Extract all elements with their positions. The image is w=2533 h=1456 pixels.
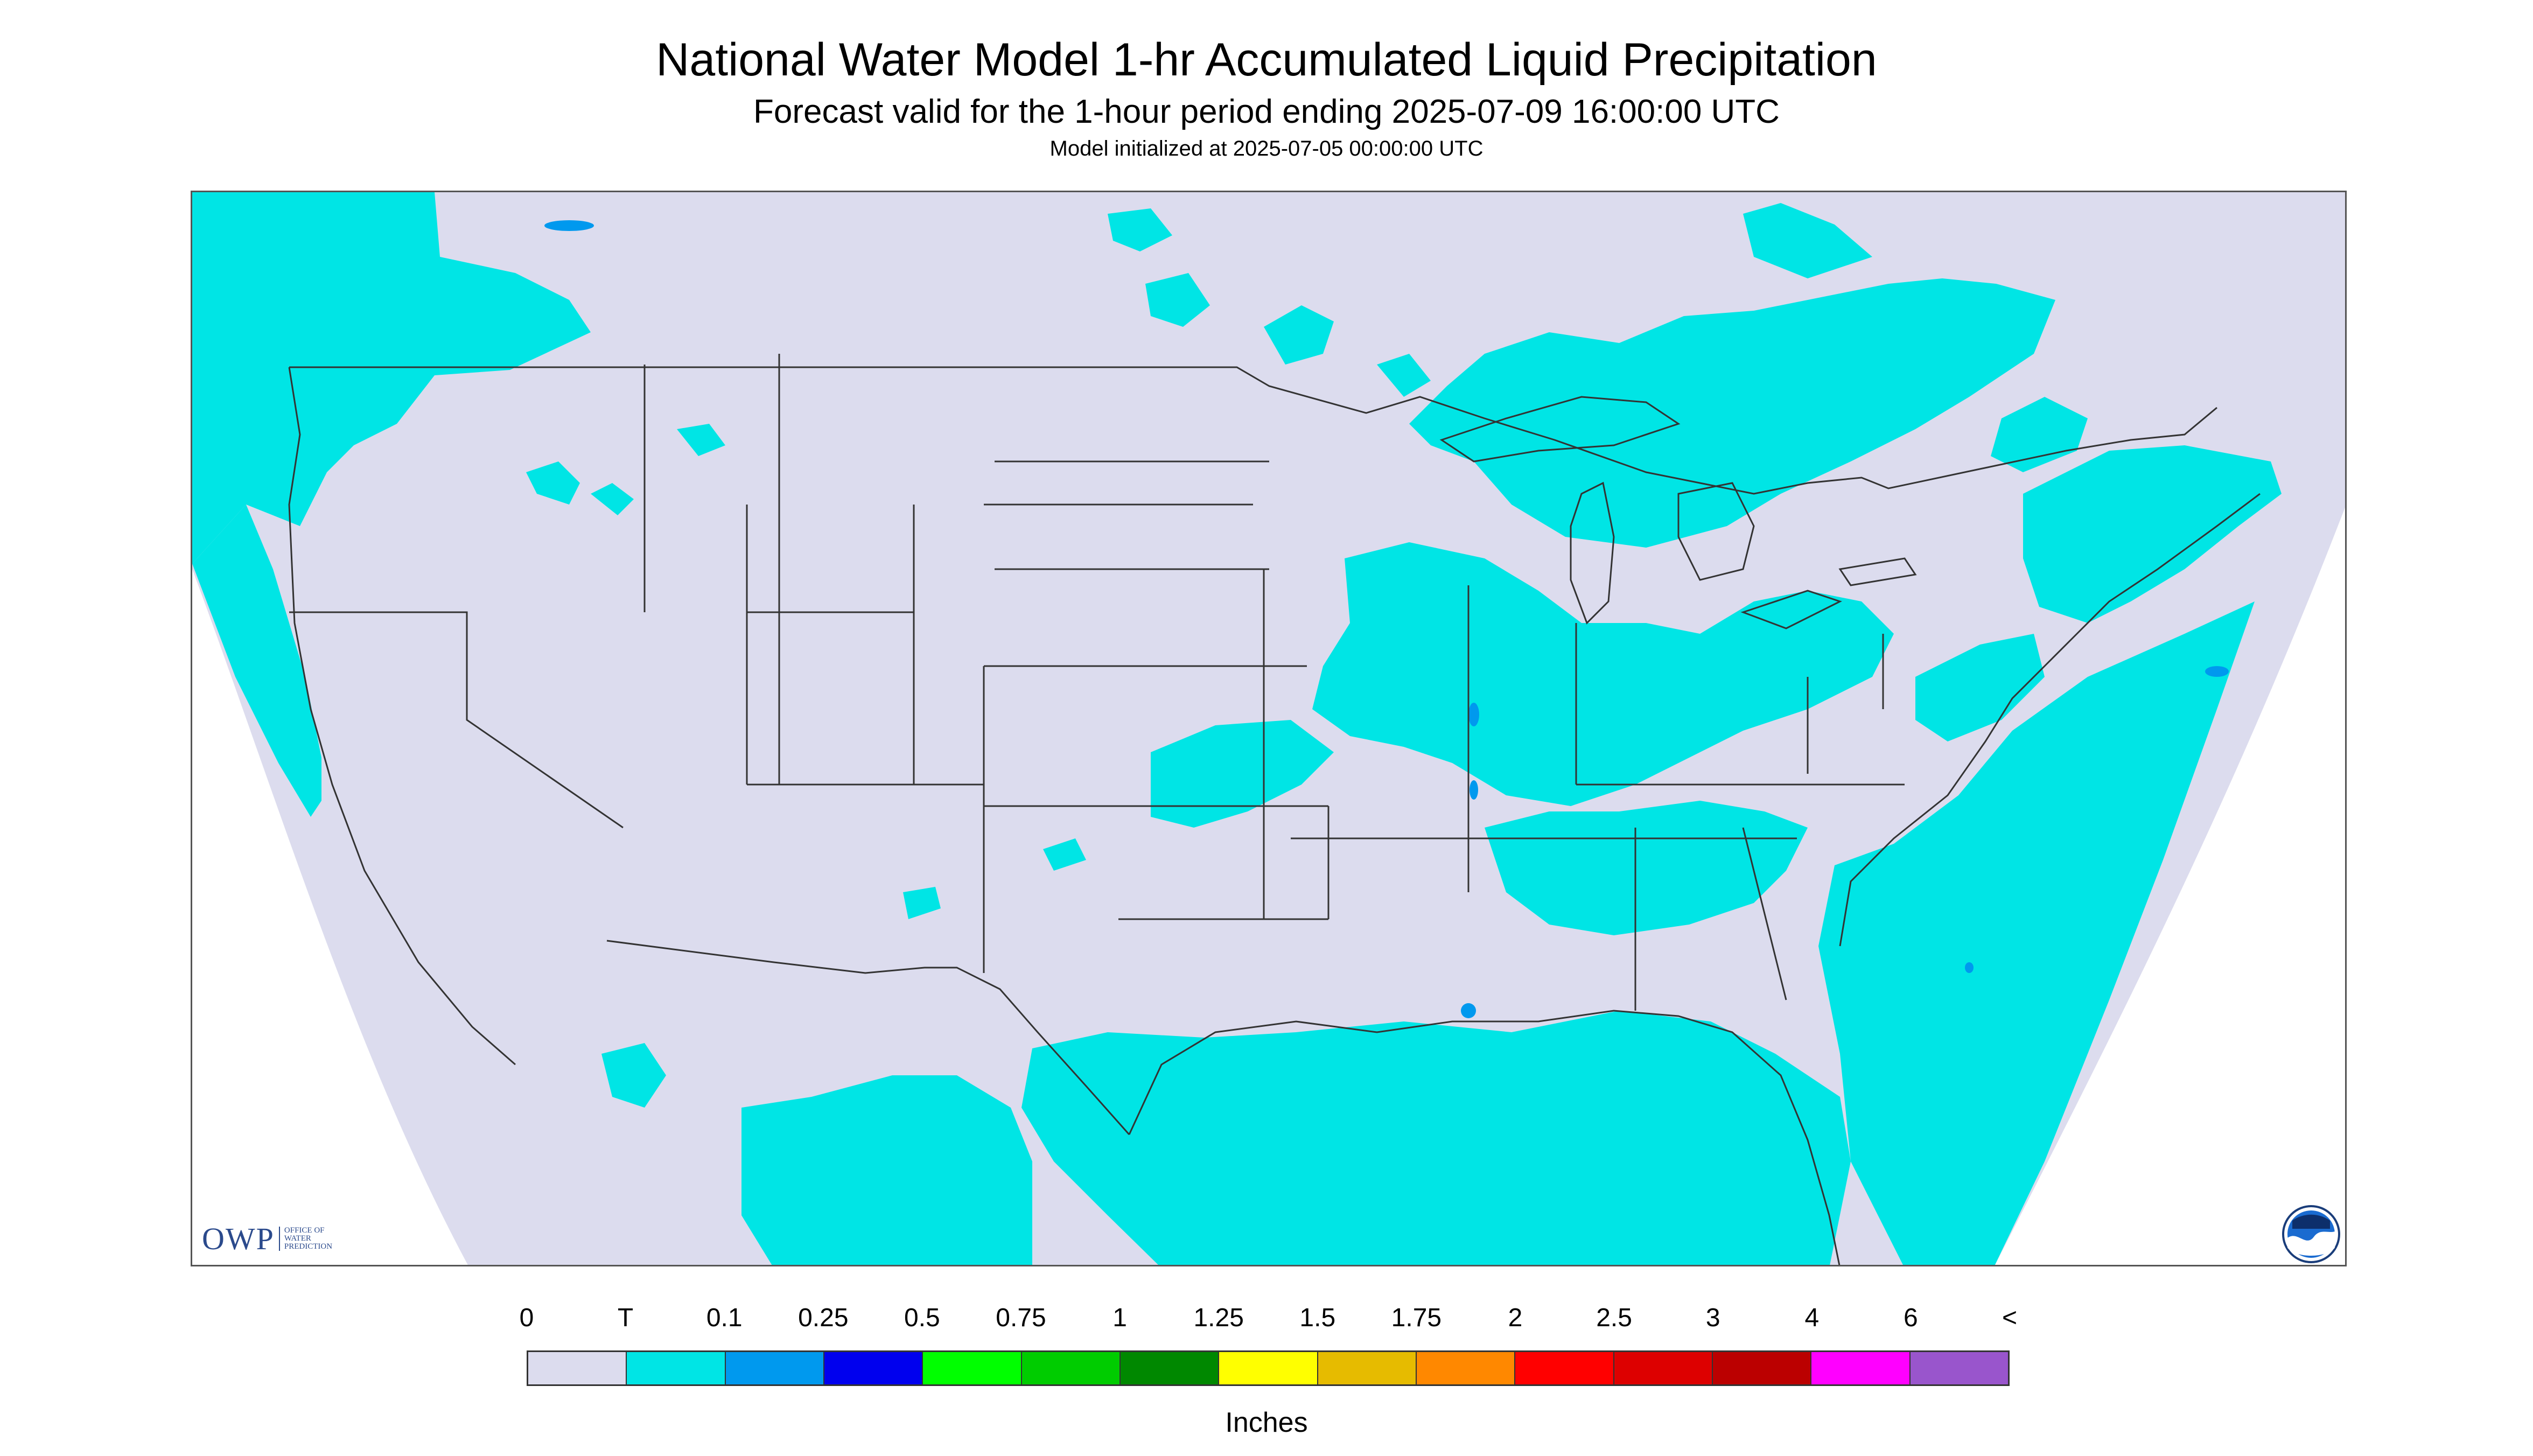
light-precip-spot: [544, 220, 594, 231]
legend-swatch: [1318, 1352, 1417, 1384]
legend-swatch: [1416, 1352, 1516, 1384]
legend-tick-label: 6: [1904, 1304, 1918, 1332]
lake-erie: [1740, 590, 1842, 629]
legend-tick-label: 1.5: [1299, 1304, 1336, 1332]
legend-tick-label: <: [2002, 1304, 2018, 1332]
precip-area-great-plains: [903, 720, 1334, 919]
lake-superior: [1439, 396, 1681, 463]
coastline-gulf: [1128, 1010, 1841, 1265]
precip-area-upper-midwest: [1108, 208, 1431, 397]
precip-area-midwest: [1312, 542, 1894, 806]
precip-area-gulf: [1021, 1011, 1851, 1265]
legend-tick-label: 0.25: [798, 1304, 849, 1332]
great-lakes: [1439, 396, 1917, 629]
legend-units: Inches: [1225, 1407, 1308, 1438]
lake-michigan: [1570, 481, 1615, 625]
legend-swatch: [1811, 1352, 1911, 1384]
legend-tick-label: 1.75: [1391, 1304, 1442, 1332]
precip-area-southeast: [1485, 801, 1808, 935]
precip-area-baja: [601, 1043, 666, 1108]
political-boundaries: [288, 354, 2261, 1265]
legend-swatch: [1910, 1352, 2008, 1384]
precip-area-pacific-nw: [192, 192, 591, 564]
legend-swatch: [1515, 1352, 1614, 1384]
noaa-logo: [2282, 1205, 2340, 1263]
model-init-text: Model initialized at 2025-07-05 00:00:00…: [1049, 137, 1484, 160]
legend-swatch: [1021, 1352, 1121, 1384]
legend-swatch: [725, 1352, 824, 1384]
light-precip-spot: [1470, 780, 1478, 800]
map-title: National Water Model 1-hr Accumulated Li…: [656, 34, 1877, 86]
legend-swatch: [528, 1352, 627, 1384]
lake-huron: [1677, 482, 1755, 581]
trace-precip-areas: [192, 192, 2282, 1265]
legend-tick-label: 2: [1508, 1304, 1523, 1332]
light-precip-spot: [1461, 1003, 1476, 1018]
map-panel: OWP OFFICE OF WATER PREDICTION: [191, 191, 2347, 1266]
legend-tick-label: 0.1: [706, 1304, 743, 1332]
legend-tick-label: 0: [519, 1304, 534, 1332]
legend-swatch: [1120, 1352, 1220, 1384]
legend-swatch: [1614, 1352, 1713, 1384]
coastline-pacific: [288, 367, 516, 1066]
state-lines-west: [289, 354, 1307, 973]
light-precip-spot: [1965, 962, 1974, 973]
precip-area-montana-bits: [526, 424, 725, 515]
state-lines-plains: [984, 460, 1330, 920]
color-legend: [527, 1350, 2010, 1386]
precipitation-map: [192, 192, 2345, 1265]
precip-area-pacific-coast: [192, 505, 321, 817]
state-lines-east: [1291, 585, 1905, 1011]
owp-logo: OWP OFFICE OF WATER PREDICTION: [202, 1221, 333, 1256]
light-precip-spots: [544, 220, 2229, 1018]
legend-swatch: [627, 1352, 726, 1384]
legend-tick-label: 0.75: [996, 1304, 1046, 1332]
legend-swatch: [1219, 1352, 1318, 1384]
legend-tick-label: T: [617, 1304, 634, 1332]
legend-tick-label: 1.25: [1193, 1304, 1244, 1332]
us-canada-border: [289, 366, 2217, 495]
legend-swatch: [824, 1352, 923, 1384]
legend-swatch: [923, 1352, 1022, 1384]
precip-area-east-coast: [1915, 634, 2045, 741]
coastline-atlantic: [1839, 493, 2261, 947]
legend-swatch: [1712, 1352, 1812, 1384]
legend-tick-label: 1: [1112, 1304, 1127, 1332]
legend-tick-label: 2.5: [1596, 1304, 1632, 1332]
precip-area-northeast: [2023, 445, 2282, 623]
legend-tick-label: 3: [1705, 1304, 1720, 1332]
light-precip-spot: [2205, 666, 2229, 677]
legend-tick-label: 0.5: [904, 1304, 940, 1332]
legend-labels: 0 T 0.1 0.25 0.5 0.75 1 1.25 1.5 1.75 2 2.5 3 4 6 <: [520, 1303, 2017, 1335]
map-subtitle: Forecast valid for the 1-hour period end…: [753, 93, 1780, 130]
us-mexico-border: [606, 940, 1130, 1135]
precip-area-atlantic: [1818, 601, 2255, 1265]
precip-area-quebec: [1743, 203, 2088, 472]
light-precip-spot: [1468, 703, 1479, 726]
precip-area-ontario: [1409, 278, 2055, 548]
precip-area-mexico: [741, 1075, 1032, 1265]
legend-tick-label: 4: [1804, 1304, 1820, 1332]
lake-ontario: [1838, 557, 1917, 586]
